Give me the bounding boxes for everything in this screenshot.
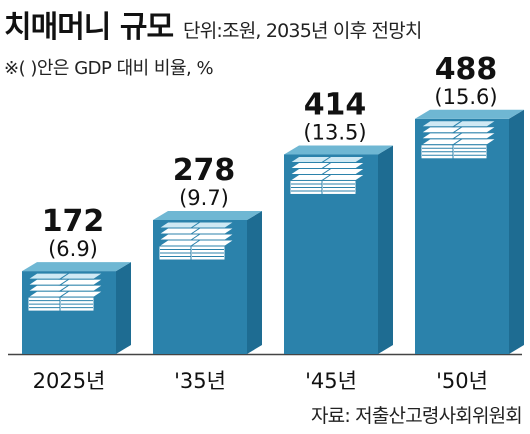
bar-top bbox=[153, 211, 262, 221]
money-stack-sheet bbox=[320, 161, 367, 169]
value-label: 278 bbox=[173, 153, 236, 188]
chart-header: 치매머니 규모 단위:조원, 2035년 이후 전망치 ※( )안은 GDP 대… bbox=[4, 2, 526, 80]
category-label: '35년 bbox=[174, 369, 226, 393]
money-stack-sheet bbox=[189, 227, 236, 235]
bar-side bbox=[247, 211, 262, 354]
ratio-note: ※( )안은 GDP 대비 비율, % bbox=[4, 58, 214, 79]
money-stack-sheet bbox=[320, 155, 367, 163]
money-stack-sheet bbox=[189, 221, 236, 229]
bar-top bbox=[415, 109, 524, 119]
ratio-label: (9.7) bbox=[179, 186, 229, 210]
value-label: 172 bbox=[42, 204, 105, 239]
bar-top bbox=[22, 262, 131, 272]
category-label: '45년 bbox=[305, 369, 357, 393]
money-stack-sheet bbox=[58, 284, 105, 292]
chart-title: 치매머니 규모 bbox=[4, 10, 174, 45]
bar-side bbox=[116, 262, 131, 354]
ratio-label: (13.5) bbox=[303, 120, 366, 144]
category-label: 2025년 bbox=[33, 369, 106, 393]
bar-top bbox=[284, 145, 393, 155]
ratio-label: (15.6) bbox=[434, 85, 497, 109]
money-stack-sheet bbox=[451, 132, 498, 140]
bar-side bbox=[378, 145, 393, 354]
money-stack-sheet bbox=[58, 272, 105, 280]
value-label: 414 bbox=[304, 87, 367, 122]
money-stack-sheet bbox=[189, 233, 236, 241]
money-stack-sheet bbox=[451, 120, 498, 128]
value-label: 488 bbox=[435, 52, 498, 87]
category-label: '50년 bbox=[436, 369, 488, 393]
money-stack-sheet bbox=[58, 278, 105, 286]
ratio-label: (6.9) bbox=[48, 237, 98, 261]
bar-side bbox=[509, 109, 524, 354]
source-credit: 자료: 저출산고령사회위원회 bbox=[310, 405, 523, 427]
money-stack-sheet bbox=[451, 126, 498, 134]
title-row: 치매머니 규모 단위:조원, 2035년 이후 전망치 bbox=[4, 2, 526, 46]
unit-label: 단위:조원, 2035년 이후 전망치 bbox=[183, 20, 422, 42]
money-stack-sheet bbox=[320, 167, 367, 175]
